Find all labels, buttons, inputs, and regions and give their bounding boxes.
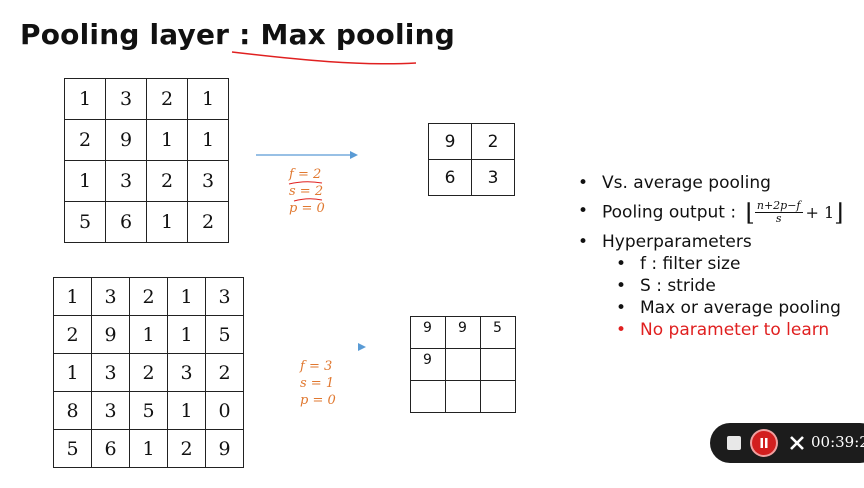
cell: 9 — [411, 317, 446, 349]
cell: 5 — [481, 317, 516, 349]
cell: 6 — [429, 160, 472, 196]
cell: 2 — [130, 354, 168, 392]
cell: 9 — [446, 317, 481, 349]
cell: 5 — [206, 316, 244, 354]
sub-bullet-no-parameter: No parameter to learn — [616, 319, 844, 341]
cell: 3 — [92, 278, 130, 316]
formula-plus-one: + 1 — [806, 203, 835, 222]
cell: 9 — [92, 316, 130, 354]
cell: 5 — [130, 392, 168, 430]
cell: 1 — [54, 278, 92, 316]
recording-toolbar: 00:39:2 — [710, 423, 864, 463]
example2-arrow-icon — [262, 340, 372, 354]
pooling-output-label: Pooling output : — [602, 203, 741, 223]
cell: 3 — [92, 392, 130, 430]
cell: 1 — [54, 354, 92, 392]
cell: 3 — [92, 354, 130, 392]
cell: 1 — [130, 316, 168, 354]
example2-params: f = 3 s = 1 p = 0 — [300, 358, 336, 409]
pooling-output-formula: ⌊ n+2p−f s + 1⌋ — [745, 200, 843, 225]
bullet-list: Vs. average pooling Pooling output : ⌊ n… — [578, 172, 844, 341]
cell: 2 — [472, 124, 515, 160]
param-s: s = 1 — [300, 375, 336, 392]
close-icon — [788, 434, 806, 452]
cell — [446, 381, 481, 413]
sub-bullet-stride: S : stride — [616, 275, 844, 297]
cell: 3 — [472, 160, 515, 196]
param-f: f = 3 — [300, 358, 336, 375]
cell: 1 — [130, 430, 168, 468]
cell: 6 — [92, 430, 130, 468]
cell: 9 — [411, 349, 446, 381]
stop-button[interactable] — [727, 436, 741, 450]
formula-denominator: s — [755, 213, 803, 225]
param-p: p = 0 — [300, 392, 336, 409]
cell: 5 — [54, 430, 92, 468]
close-button[interactable] — [788, 434, 806, 456]
cell: 2 — [168, 430, 206, 468]
cell: 1 — [168, 316, 206, 354]
cell: 3 — [206, 278, 244, 316]
pause-button[interactable] — [752, 431, 776, 455]
cell — [411, 381, 446, 413]
bullet-hyperparameters: Hyperparameters — [578, 231, 844, 253]
cell: 8 — [54, 392, 92, 430]
cell — [446, 349, 481, 381]
sub-bullet-filter-size: f : filter size — [616, 253, 844, 275]
sub-bullet-max-or-average: Max or average pooling — [616, 297, 844, 319]
cell: 3 — [168, 354, 206, 392]
cell — [481, 349, 516, 381]
cell — [481, 381, 516, 413]
cell: 2 — [130, 278, 168, 316]
recording-timer: 00:39:2 — [811, 433, 864, 451]
cell: 1 — [168, 392, 206, 430]
cell: 9 — [429, 124, 472, 160]
cell: 2 — [54, 316, 92, 354]
bullet-vs-average: Vs. average pooling — [578, 172, 844, 194]
cell: 9 — [206, 430, 244, 468]
pause-icon — [752, 431, 776, 455]
cell: 2 — [206, 354, 244, 392]
cell: 1 — [168, 278, 206, 316]
cell: 0 — [206, 392, 244, 430]
bullet-pooling-output: Pooling output : ⌊ n+2p−f s + 1⌋ — [578, 200, 844, 225]
